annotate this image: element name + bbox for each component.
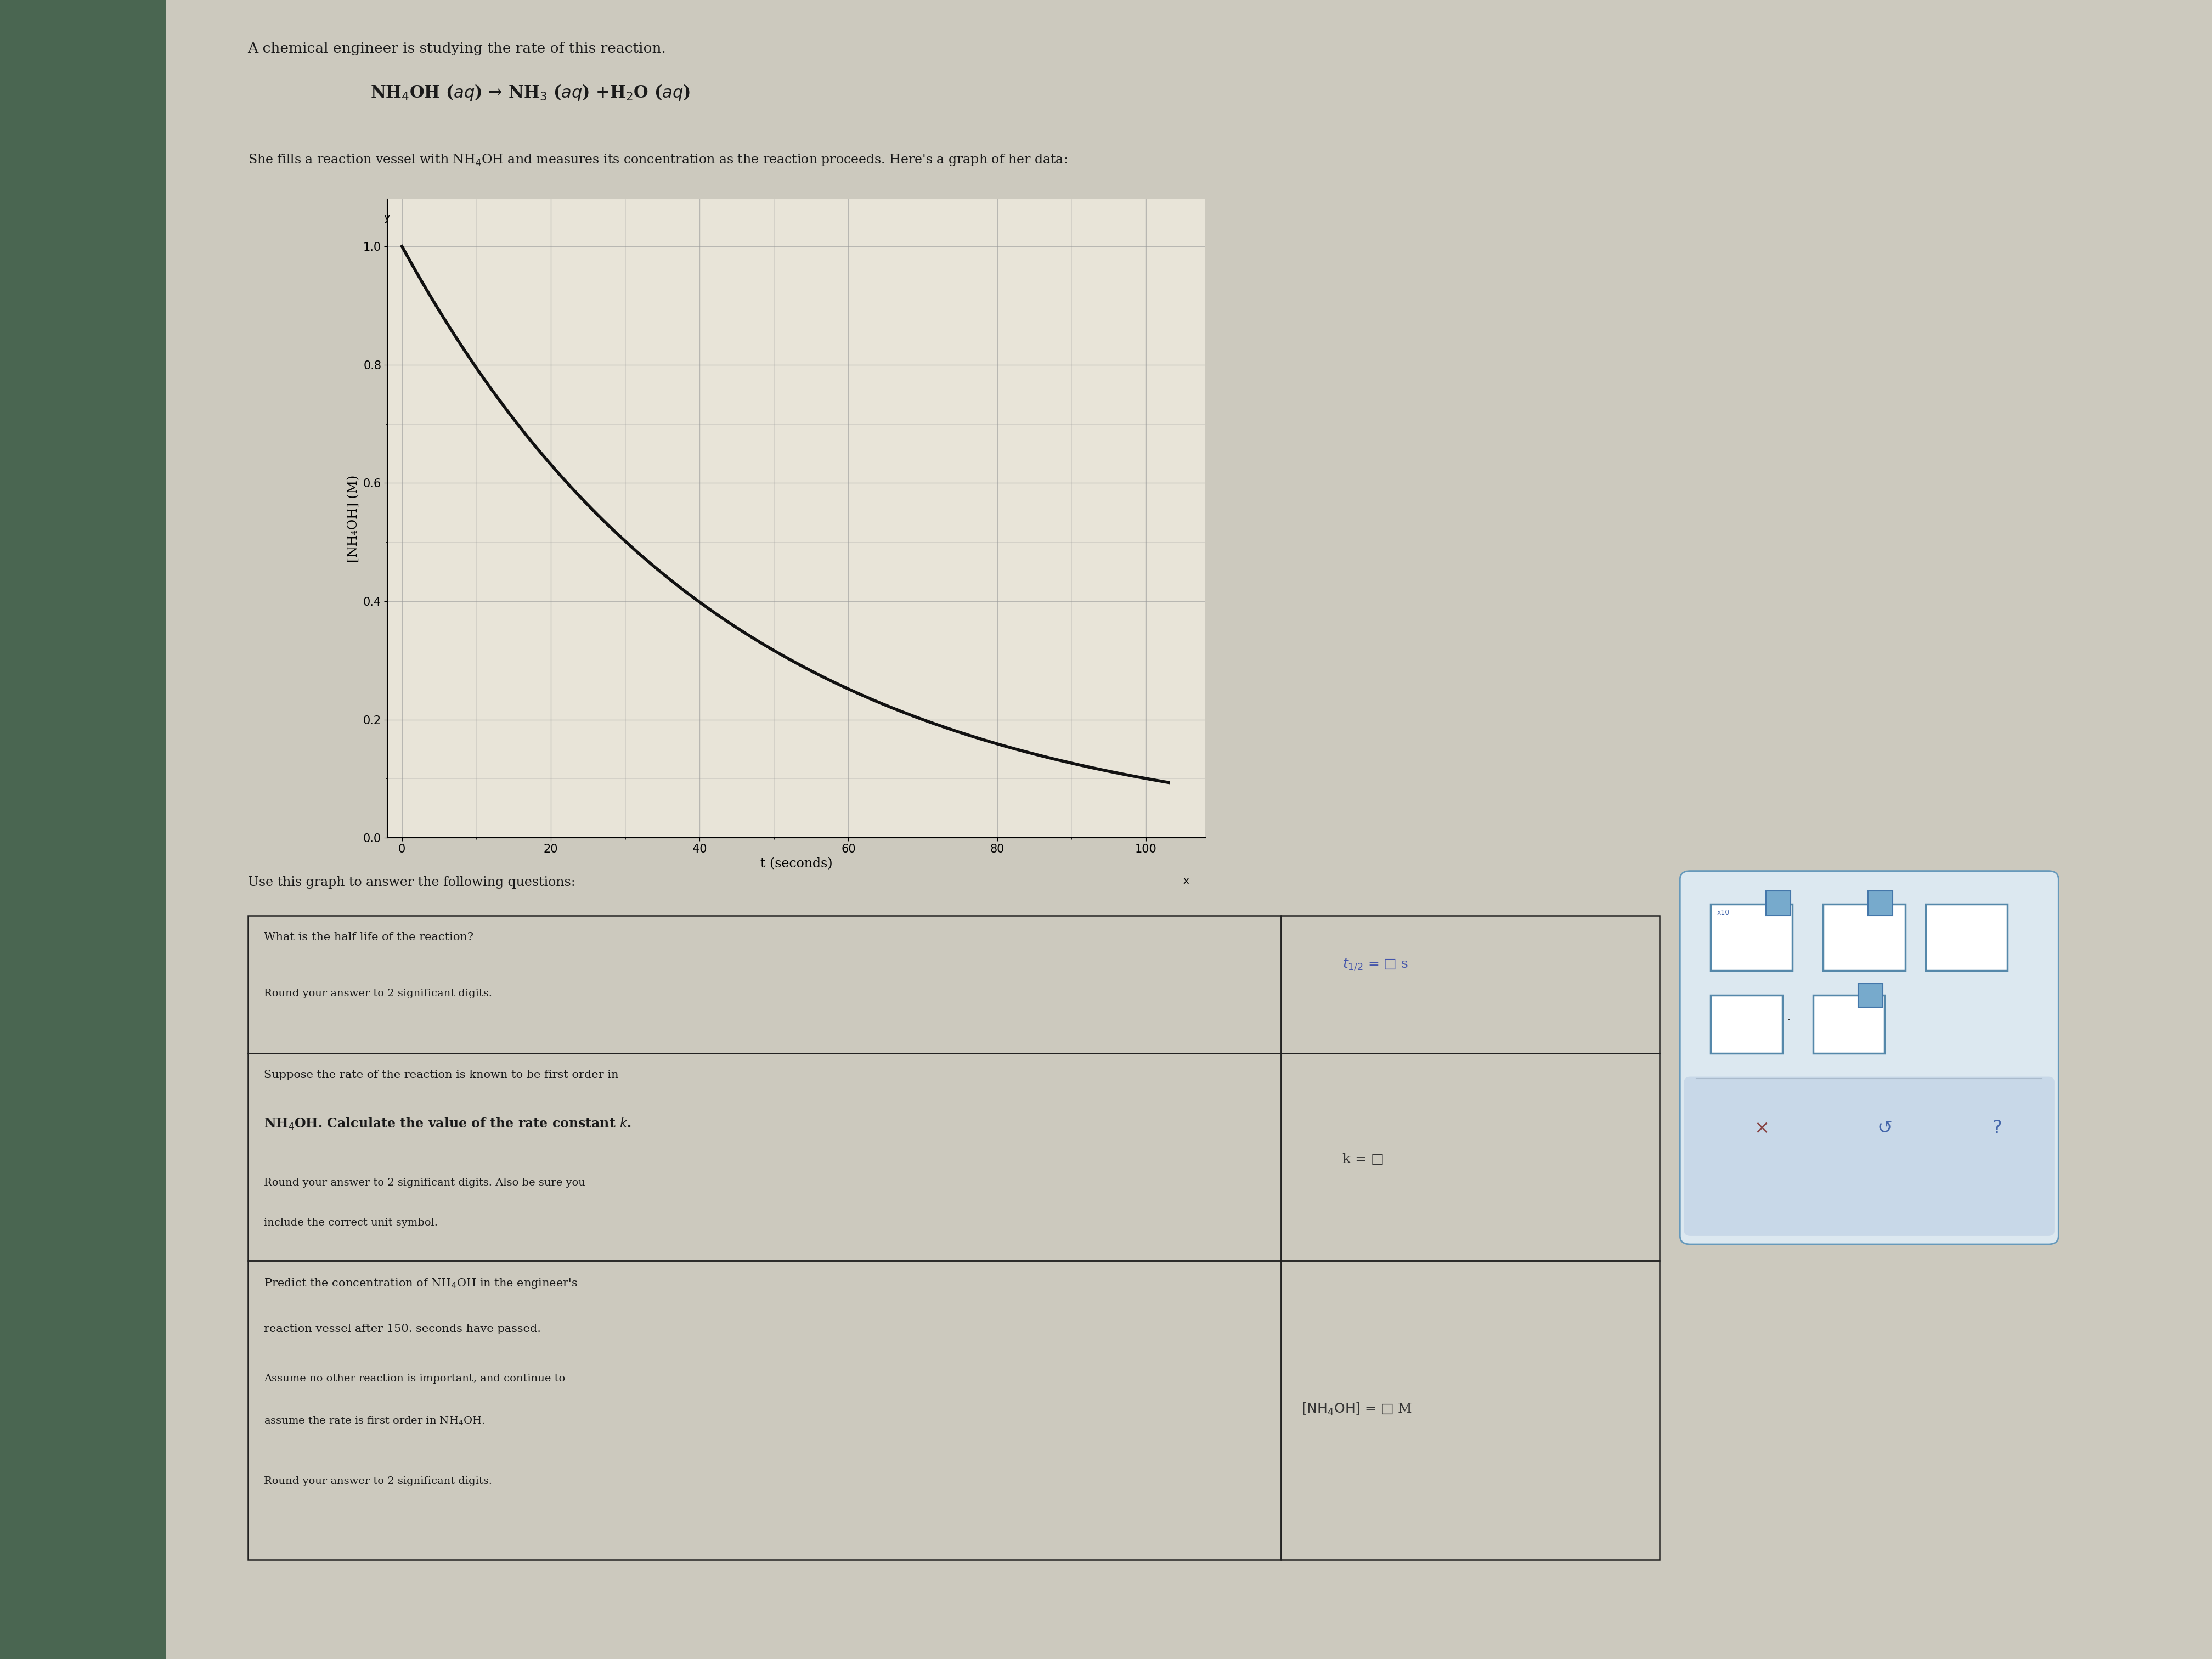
- Text: Predict the concentration of NH$_4$OH in the engineer's: Predict the concentration of NH$_4$OH in…: [263, 1277, 577, 1291]
- Text: assume the rate is first order in NH$_4$OH.: assume the rate is first order in NH$_4$…: [263, 1415, 484, 1427]
- Text: reaction vessel after 150. seconds have passed.: reaction vessel after 150. seconds have …: [263, 1324, 542, 1334]
- Text: include the correct unit symbol.: include the correct unit symbol.: [263, 1218, 438, 1228]
- Text: Use this graph to answer the following questions:: Use this graph to answer the following q…: [248, 876, 575, 889]
- FancyBboxPatch shape: [1924, 904, 2008, 971]
- Text: What is the half life of the reaction?: What is the half life of the reaction?: [263, 932, 473, 942]
- Text: x: x: [1183, 876, 1190, 886]
- FancyBboxPatch shape: [1823, 904, 1905, 971]
- Text: Round your answer to 2 significant digits.: Round your answer to 2 significant digit…: [263, 1477, 493, 1486]
- Text: ?: ?: [1993, 1120, 2002, 1136]
- Text: Assume no other reaction is important, and continue to: Assume no other reaction is important, a…: [263, 1374, 566, 1384]
- FancyBboxPatch shape: [1710, 904, 1792, 971]
- FancyBboxPatch shape: [1710, 995, 1783, 1053]
- FancyBboxPatch shape: [1869, 891, 1893, 916]
- Text: ×: ×: [1754, 1120, 1770, 1136]
- Text: ↺: ↺: [1878, 1120, 1891, 1136]
- FancyBboxPatch shape: [1683, 1077, 2055, 1236]
- Text: x10: x10: [1717, 909, 1730, 916]
- X-axis label: t (seconds): t (seconds): [761, 858, 832, 871]
- Text: ·: ·: [1787, 1014, 1792, 1027]
- Text: $t_{1/2}$ = □ s: $t_{1/2}$ = □ s: [1343, 957, 1409, 972]
- Text: k = □: k = □: [1343, 1153, 1385, 1166]
- Text: $\left[\mathrm{NH_4OH}\right]$ = □ M: $\left[\mathrm{NH_4OH}\right]$ = □ M: [1301, 1402, 1413, 1417]
- FancyBboxPatch shape: [1858, 984, 1882, 1007]
- Y-axis label: [NH₄OH] (M): [NH₄OH] (M): [347, 474, 361, 562]
- FancyBboxPatch shape: [1765, 891, 1790, 916]
- Text: Round your answer to 2 significant digits.: Round your answer to 2 significant digit…: [263, 989, 493, 999]
- Text: NH$_4$OH ($aq$) → NH$_3$ ($aq$) +H$_2$O ($aq$): NH$_4$OH ($aq$) → NH$_3$ ($aq$) +H$_2$O …: [369, 83, 690, 103]
- Text: Suppose the rate of the reaction is known to be first order in: Suppose the rate of the reaction is know…: [263, 1070, 619, 1080]
- FancyBboxPatch shape: [1814, 995, 1885, 1053]
- FancyBboxPatch shape: [1681, 871, 2059, 1244]
- Text: A chemical engineer is studying the rate of this reaction.: A chemical engineer is studying the rate…: [248, 41, 666, 55]
- Text: Round your answer to 2 significant digits. Also be sure you: Round your answer to 2 significant digit…: [263, 1178, 586, 1188]
- Text: She fills a reaction vessel with NH$_4$OH and measures its concentration as the : She fills a reaction vessel with NH$_4$O…: [248, 153, 1066, 168]
- Text: NH$_4$OH. Calculate the value of the rate constant $k$.: NH$_4$OH. Calculate the value of the rat…: [263, 1117, 633, 1131]
- Text: y: y: [385, 212, 389, 222]
